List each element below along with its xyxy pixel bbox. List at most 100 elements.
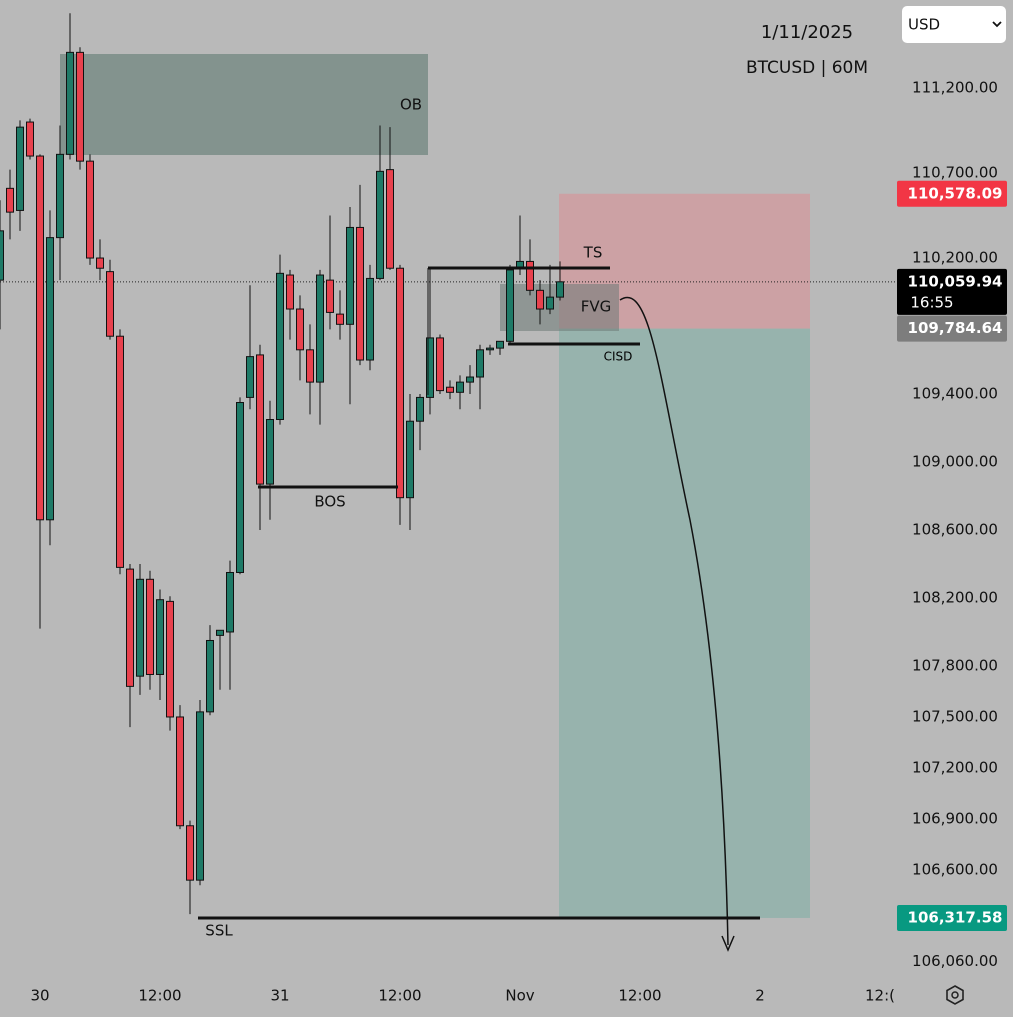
candle-body xyxy=(446,386,454,393)
price-label-box xyxy=(897,180,1007,207)
candle-body xyxy=(6,187,14,213)
candle-body xyxy=(326,279,334,313)
candle-body xyxy=(556,281,564,298)
symbol: BTCUSD | 60M xyxy=(746,58,868,78)
candle-body xyxy=(496,340,504,349)
candle-body xyxy=(106,271,114,337)
candle-body xyxy=(546,296,554,310)
candle-body xyxy=(306,349,314,383)
price-label-box xyxy=(897,268,1007,315)
target-zone xyxy=(559,328,810,918)
candle-body xyxy=(186,825,194,881)
annotation: SSL xyxy=(205,922,233,940)
candle-body xyxy=(426,337,434,398)
candle-body xyxy=(276,272,284,421)
price-label: 106,317.58 xyxy=(908,908,1003,926)
candle-body xyxy=(176,716,184,827)
annotation: OB xyxy=(400,96,422,114)
projection-arrow xyxy=(619,296,729,946)
y-tick-label: 110,700.00 xyxy=(912,164,998,182)
y-tick-label: 110,200.00 xyxy=(912,249,998,267)
candle-body xyxy=(456,381,464,393)
arrow-head xyxy=(721,935,735,952)
candle-body xyxy=(286,274,294,310)
x-tick-label: Nov xyxy=(505,987,534,1005)
candle-body xyxy=(526,260,534,291)
candle-body xyxy=(256,354,264,485)
y-tick-label: 106,900.00 xyxy=(912,809,998,827)
candle-body xyxy=(316,274,324,383)
candle-body xyxy=(486,347,494,351)
candle-body xyxy=(66,51,74,155)
candle-body xyxy=(296,308,304,351)
candle-body xyxy=(366,277,374,361)
candle-body xyxy=(76,51,84,162)
plot xyxy=(0,13,564,915)
candle-body xyxy=(96,257,104,269)
candle-body xyxy=(246,356,254,398)
candle-body xyxy=(156,599,164,675)
x-tick-label: 12:00 xyxy=(138,987,181,1005)
candle-body xyxy=(116,335,124,568)
candle-body xyxy=(466,376,474,383)
candle-body xyxy=(506,269,514,342)
price-label: 110,578.09 xyxy=(908,184,1003,202)
candle-body xyxy=(386,169,394,269)
price-label: 109,784.64 xyxy=(908,319,1003,337)
annotation: FVG xyxy=(581,298,612,316)
settings-icon-center[interactable] xyxy=(951,991,959,999)
candle-body xyxy=(396,267,404,499)
order-block-box xyxy=(60,54,428,155)
chevron[interactable] xyxy=(992,21,1002,28)
candle-body xyxy=(226,571,234,633)
x-tick-label: 12:( xyxy=(865,987,895,1005)
candle-body xyxy=(376,170,384,279)
candle-body xyxy=(166,600,174,718)
candle-body xyxy=(16,126,24,211)
y-tick-label: 107,200.00 xyxy=(912,758,998,776)
x-tick-label: 31 xyxy=(270,987,289,1005)
candle-body xyxy=(196,711,204,881)
x-tick-label: 2 xyxy=(755,987,765,1005)
price-label-box xyxy=(897,904,1007,931)
candle-body xyxy=(406,420,414,499)
candle-body xyxy=(356,226,364,361)
countdown: 16:55 xyxy=(910,293,953,311)
settings-icon[interactable] xyxy=(946,985,964,1005)
candle-body xyxy=(86,160,94,259)
candle-body xyxy=(206,639,214,713)
y-tick-label: 109,400.00 xyxy=(912,385,998,403)
candle-body xyxy=(46,237,54,521)
select-box[interactable] xyxy=(902,6,1006,43)
candle-body xyxy=(336,313,344,325)
candle-body xyxy=(216,629,224,636)
currency-select[interactable]: USD xyxy=(902,6,1006,43)
y-tick-label: 106,060.00 xyxy=(912,952,998,970)
annotation: BOS xyxy=(314,493,345,511)
candle-body xyxy=(136,578,144,677)
price-label-box xyxy=(897,315,1007,342)
x-tick-label: 12:00 xyxy=(378,987,421,1005)
candle-body xyxy=(0,230,4,281)
y-tick-label: 106,600.00 xyxy=(912,860,998,878)
price-label: 110,059.94 xyxy=(908,272,1003,290)
candle-body xyxy=(266,419,274,485)
candle-body xyxy=(146,578,154,675)
annotation: TS xyxy=(583,244,603,262)
candle-body xyxy=(436,337,444,392)
y-tick-label: 111,200.00 xyxy=(912,79,998,97)
currency[interactable]: USD xyxy=(908,16,940,34)
y-tick-label: 107,800.00 xyxy=(912,656,998,674)
y-tick-label: 109,000.00 xyxy=(912,453,998,471)
candle-body xyxy=(126,568,134,687)
x-tick-label: 30 xyxy=(30,987,49,1005)
zones xyxy=(0,193,895,920)
y-tick-label: 107,500.00 xyxy=(912,707,998,725)
candle-body xyxy=(36,155,44,521)
candle-body xyxy=(236,402,244,573)
date: 1/11/2025 xyxy=(761,22,853,43)
candle-body xyxy=(536,289,544,310)
x-tick-label: 12:00 xyxy=(618,987,661,1005)
